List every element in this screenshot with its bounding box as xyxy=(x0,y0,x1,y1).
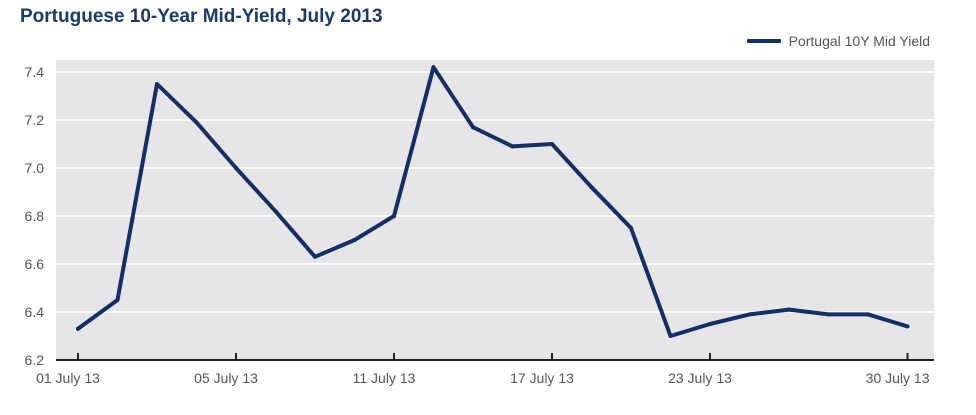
data-point xyxy=(313,254,317,259)
data-point xyxy=(747,312,752,317)
data-point xyxy=(431,65,436,70)
x-tick-label: 11 July 13 xyxy=(353,370,416,386)
y-tick-label: 7.2 xyxy=(25,112,45,128)
x-tick-label: 01 July 13 xyxy=(36,370,100,386)
data-point xyxy=(273,209,278,214)
plot-area xyxy=(56,60,934,360)
data-point xyxy=(629,226,633,230)
x-tick-label: 30 July 13 xyxy=(866,370,930,386)
data-point xyxy=(352,238,357,242)
data-point xyxy=(905,324,910,329)
legend-label: Portugal 10Y Mid Yield xyxy=(788,33,930,49)
data-point xyxy=(155,82,159,86)
data-point xyxy=(76,326,80,331)
data-point xyxy=(589,185,594,190)
data-point xyxy=(510,144,515,149)
legend: Portugal 10Y Mid Yield xyxy=(746,33,930,49)
data-point xyxy=(826,312,831,317)
chart-title: Portuguese 10-Year Mid-Yield, July 2013 xyxy=(20,6,383,27)
y-tick-label: 7.0 xyxy=(25,160,45,176)
data-point xyxy=(550,142,554,146)
data-point xyxy=(115,298,120,302)
data-point xyxy=(234,166,238,170)
x-tick-label: 23 July 13 xyxy=(668,370,732,386)
data-point xyxy=(471,125,475,130)
data-point xyxy=(708,322,712,326)
data-point xyxy=(194,120,199,125)
y-tick-label: 6.4 xyxy=(25,304,45,320)
data-point xyxy=(866,312,870,317)
x-tick-label: 17 July 13 xyxy=(510,370,574,386)
y-tick-label: 6.2 xyxy=(25,352,45,368)
legend-line-swatch xyxy=(746,39,781,43)
data-point xyxy=(392,214,396,218)
y-tick-label: 6.8 xyxy=(25,208,45,224)
data-point xyxy=(668,334,673,338)
series-line-portugal-10y xyxy=(76,65,910,338)
data-point xyxy=(787,307,791,312)
y-tick-label: 6.6 xyxy=(25,256,45,272)
x-tick-label: 05 July 13 xyxy=(194,370,258,386)
y-tick-label: 7.4 xyxy=(25,64,45,80)
